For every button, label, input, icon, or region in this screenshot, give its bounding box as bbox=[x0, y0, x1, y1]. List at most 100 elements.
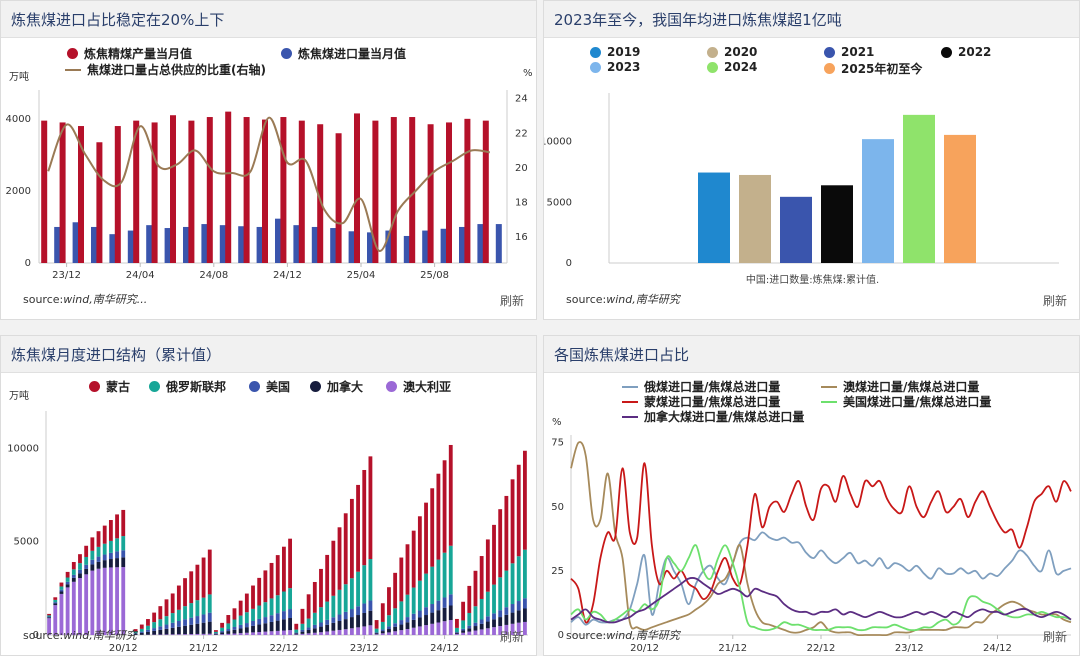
legend-item-country-share[interactable]: 加拿大煤进口量/焦煤总进口量 bbox=[622, 408, 804, 425]
legend-item-year[interactable]: 2021 bbox=[824, 45, 874, 59]
source-label: source: bbox=[23, 629, 64, 642]
legend-item-country[interactable]: 美国 bbox=[249, 378, 290, 395]
bar-segment bbox=[220, 631, 225, 633]
bar-coking-production bbox=[133, 120, 140, 264]
bar-segment bbox=[53, 602, 58, 604]
bar-segment bbox=[362, 612, 367, 627]
bar-segment bbox=[214, 630, 218, 632]
y-axis-unit-left: 万吨 bbox=[9, 391, 29, 402]
bar-year bbox=[903, 114, 935, 263]
bar-year bbox=[780, 196, 812, 263]
panel-title: 炼焦煤月度进口结构（累计值） bbox=[1, 336, 536, 373]
chart-annual-import: 0 5000 10000 bbox=[544, 93, 1059, 269]
legend-item-country[interactable]: 澳大利亚 bbox=[386, 378, 451, 395]
bar-segment bbox=[65, 587, 70, 635]
bar-coking-import bbox=[219, 225, 226, 263]
legend-item-country-share[interactable]: 蒙煤进口量/焦煤总进口量 bbox=[622, 393, 780, 410]
bar-segment bbox=[139, 632, 144, 635]
bar-segment bbox=[485, 616, 490, 622]
bar-year bbox=[821, 185, 853, 263]
bar-segment bbox=[257, 632, 262, 635]
bar-segment bbox=[164, 624, 169, 629]
legend-item-year[interactable]: 2022 bbox=[941, 45, 991, 59]
line-country-share bbox=[570, 462, 1072, 624]
chart-legend: 俄煤进口量/焦煤总进口量 澳煤进口量/焦煤总进口量蒙煤进口量/焦煤总进口量 美国煤进… bbox=[544, 373, 1079, 425]
bar-segment bbox=[170, 593, 175, 614]
refresh-button[interactable]: 刷新 bbox=[499, 630, 524, 644]
bar-segment bbox=[387, 615, 391, 627]
bar-segment bbox=[176, 621, 181, 627]
bar-segment bbox=[281, 619, 286, 631]
bar-coking-import bbox=[109, 234, 116, 263]
bar-segment bbox=[232, 633, 237, 635]
legend-item-year[interactable]: 2025年初至今 bbox=[824, 60, 922, 77]
refresh-button[interactable]: 刷新 bbox=[1042, 294, 1067, 308]
line-country-share bbox=[570, 441, 1072, 637]
legend-item-country-share[interactable]: 澳煤进口量/焦煤总进口量 bbox=[821, 378, 979, 395]
bar-coking-import bbox=[440, 228, 447, 263]
legend-item-coking-production[interactable]: 炼焦精煤产量当月值 bbox=[67, 45, 192, 62]
refresh-button[interactable]: 刷新 bbox=[499, 294, 524, 308]
legend-label: 美国煤进口量/焦煤总进口量 bbox=[843, 395, 992, 409]
bar-segment bbox=[498, 626, 503, 635]
legend-label: 俄煤进口量/焦煤总进口量 bbox=[644, 380, 781, 394]
legend-item-coking-import[interactable]: 炼焦煤进口量当月值 bbox=[281, 45, 406, 62]
y-tick-label: 5000 bbox=[14, 537, 39, 548]
legend-marker bbox=[590, 46, 601, 58]
bar-segment bbox=[343, 619, 348, 630]
bar-segment bbox=[251, 585, 255, 609]
legend-item-year[interactable]: 2024 bbox=[707, 60, 757, 74]
legend-marker bbox=[310, 381, 321, 392]
legend-item-year[interactable]: 2019 bbox=[590, 45, 640, 59]
y-tick-label-right: 24 bbox=[515, 94, 528, 105]
source-note: source:wind,南华研究... bbox=[23, 291, 147, 307]
legend-item-year[interactable]: 2023 bbox=[590, 60, 640, 74]
bar-segment bbox=[226, 631, 231, 634]
legend-item-import-share[interactable]: 焦煤进口量占总供应的比重(右轴) bbox=[65, 61, 266, 78]
bar-segment bbox=[319, 632, 323, 635]
y-axis-unit-left: 万吨 bbox=[9, 72, 29, 83]
legend-marker bbox=[281, 48, 292, 59]
bar-segment bbox=[368, 600, 373, 611]
bar-segment bbox=[158, 619, 163, 627]
refresh-button[interactable]: 刷新 bbox=[1042, 630, 1067, 644]
bar-coking-production bbox=[206, 117, 213, 263]
bar-segment bbox=[269, 621, 274, 632]
bar-segment bbox=[207, 612, 212, 622]
legend-item-country[interactable]: 加拿大 bbox=[310, 378, 363, 395]
y-axis-unit-right: % bbox=[523, 68, 533, 79]
legend-item-country-share[interactable]: 俄煤进口量/焦煤总进口量 bbox=[622, 378, 780, 395]
bar-segment bbox=[492, 524, 496, 585]
bar-segment bbox=[65, 577, 70, 582]
bar-segment bbox=[362, 603, 367, 613]
legend-marker bbox=[149, 381, 160, 392]
bar-segment bbox=[78, 563, 82, 570]
bar-segment bbox=[356, 484, 360, 572]
source-text: wind,南华研究 bbox=[63, 629, 137, 642]
bar-segment bbox=[325, 619, 330, 625]
bar-segment bbox=[522, 549, 527, 599]
bar-segment bbox=[306, 629, 311, 634]
bar-coking-import bbox=[293, 225, 300, 263]
bar-segment bbox=[479, 629, 484, 635]
bar-coking-production bbox=[298, 120, 305, 264]
legend-item-year[interactable]: 2020 bbox=[707, 45, 757, 59]
bar-segment bbox=[59, 582, 64, 587]
bar-coking-production bbox=[225, 111, 232, 263]
legend-item-country[interactable]: 俄罗斯联邦 bbox=[149, 378, 226, 395]
bar-segment bbox=[436, 610, 441, 623]
bar-segment bbox=[115, 558, 119, 568]
bar-segment bbox=[96, 531, 101, 547]
legend-item-country[interactable]: 蒙古 bbox=[89, 378, 130, 395]
source-note: source:wind,南华研究 bbox=[566, 291, 680, 307]
bar-segment bbox=[189, 603, 194, 618]
legend-item-country-share[interactable]: 美国煤进口量/焦煤总进口量 bbox=[821, 393, 991, 410]
bar-segment bbox=[368, 456, 373, 560]
bar-segment bbox=[430, 612, 435, 624]
bar-segment bbox=[102, 560, 107, 568]
bar-segment bbox=[263, 602, 268, 618]
source-text: wind,南华研究... bbox=[63, 293, 148, 306]
bar-segment bbox=[312, 624, 317, 629]
bar-segment bbox=[405, 594, 410, 618]
bar-segment bbox=[362, 469, 367, 566]
